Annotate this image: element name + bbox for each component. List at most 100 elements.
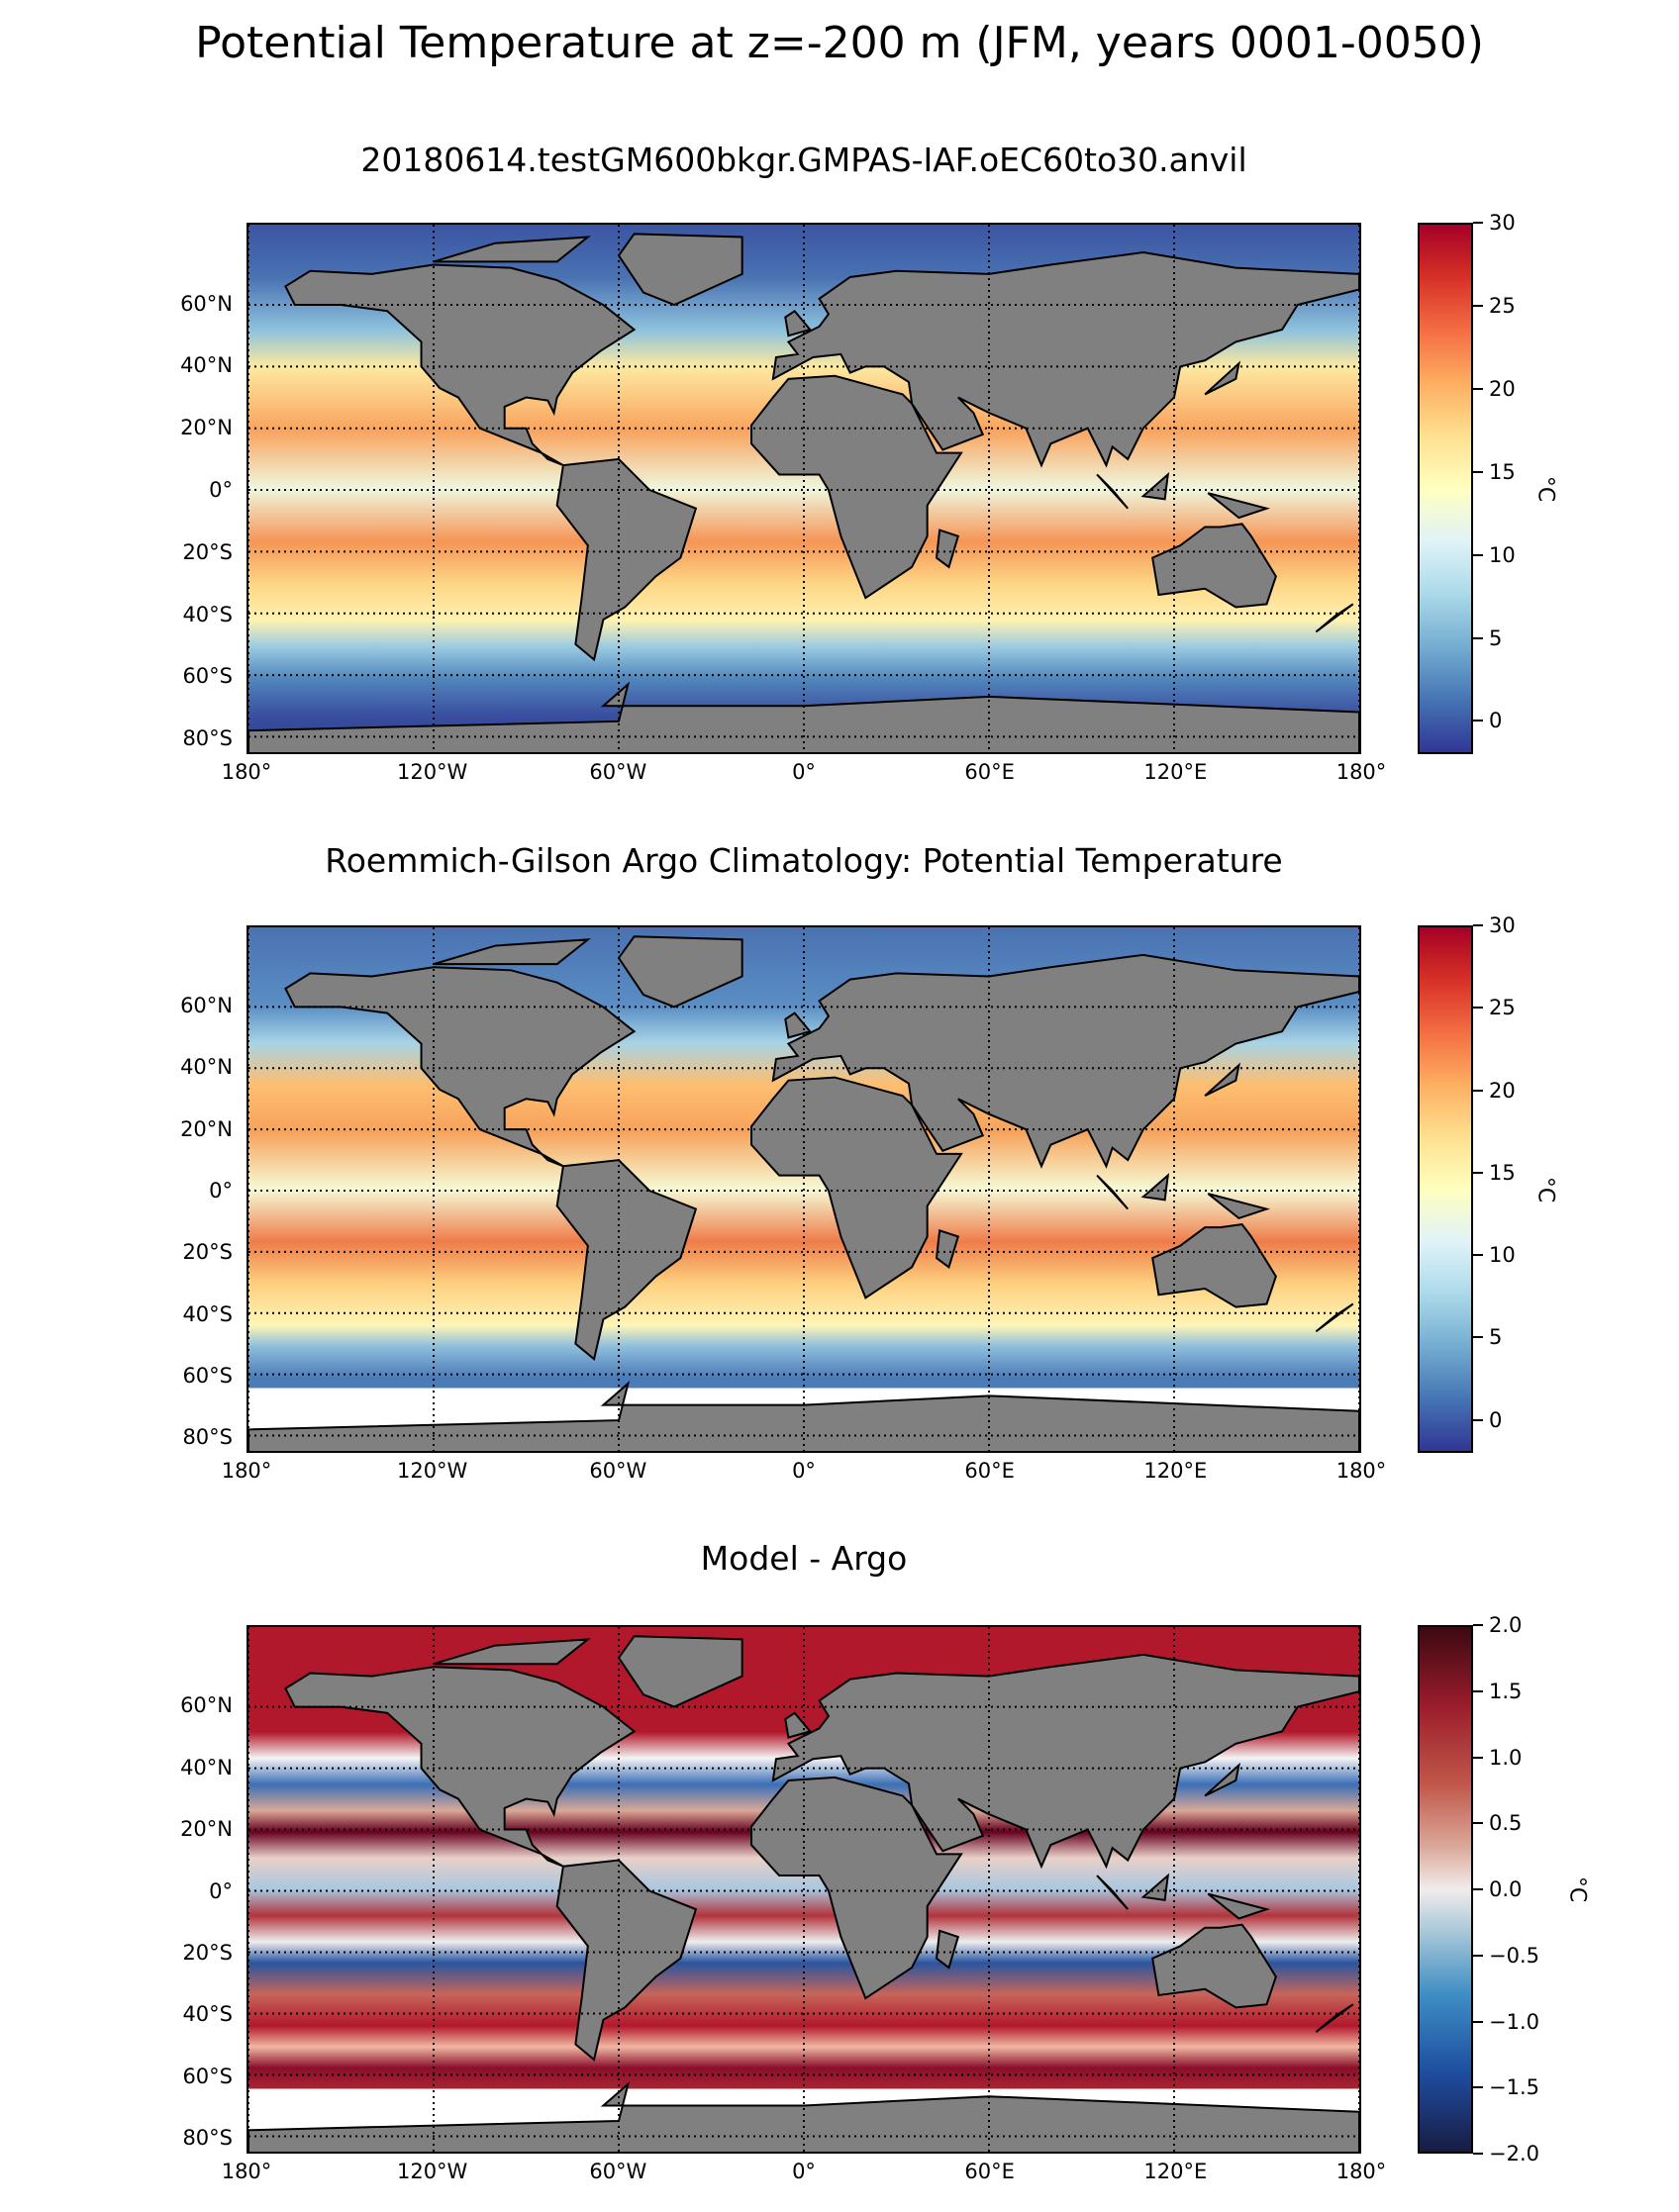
map-canvas — [248, 1627, 1359, 2152]
lon-tick-label: 60°E — [964, 760, 1015, 784]
lat-tick-label: 40°N — [180, 1055, 233, 1080]
lat-tick-label: 80°S — [182, 1425, 233, 1450]
colorbar-tick-label: 20 — [1489, 376, 1516, 401]
colorbar-tick — [1473, 924, 1483, 926]
map-canvas — [248, 225, 1359, 752]
colorbar — [1418, 1625, 1473, 2154]
lon-tick-label: 180° — [1335, 760, 1387, 784]
panel-title: 20180614.testGM600bkgr.GMPAS-IAF.oEC60to… — [360, 141, 1247, 179]
lat-tick-label: 0° — [209, 478, 233, 503]
lat-tick-label: 0° — [209, 1878, 233, 1903]
lat-tick-label: 60°N — [180, 291, 233, 316]
colorbar-tick — [1473, 1756, 1483, 1759]
lat-tick-label: 20°S — [182, 1941, 233, 1966]
colorbar-tick-label: 1.5 — [1489, 1679, 1523, 1703]
colorbar-tick — [1473, 1336, 1483, 1339]
lat-tick-label: 40°N — [180, 1755, 233, 1779]
lon-tick-label: 180° — [221, 760, 272, 784]
colorbar-tick — [1473, 387, 1483, 390]
lat-tick-label: 40°S — [182, 1301, 233, 1326]
land-mask — [248, 1636, 1359, 2152]
lon-tick-label: 180° — [1335, 1459, 1387, 1483]
colorbar — [1418, 223, 1473, 754]
map-panel — [247, 925, 1361, 1453]
lat-tick-label: 40°S — [182, 2002, 233, 2027]
colorbar-tick-label: 30 — [1489, 211, 1516, 235]
map-panel — [247, 1625, 1361, 2154]
lon-tick-label: 120°E — [1143, 760, 1208, 784]
colorbar-tick — [1473, 1822, 1483, 1825]
lon-tick-label: 60°W — [589, 760, 647, 784]
colorbar-tick-label: 10 — [1489, 1243, 1516, 1268]
lat-tick-label: 20°N — [180, 1817, 233, 1842]
lon-tick-label: 0° — [792, 1459, 816, 1483]
colorbar-tick-label: 20 — [1489, 1078, 1516, 1103]
colorbar-tick — [1473, 1689, 1483, 1692]
lon-tick-label: 120°W — [396, 2160, 468, 2183]
lat-tick-label: 60°S — [182, 1364, 233, 1389]
lat-tick-label: 40°N — [180, 353, 233, 378]
colorbar-tick-label: 1.0 — [1489, 1745, 1523, 1770]
colorbar-tick-label: 30 — [1489, 914, 1516, 937]
lon-tick-label: 180° — [1335, 2160, 1387, 2183]
colorbar-tick — [1473, 222, 1483, 224]
colorbar-tick-label: 5 — [1489, 1325, 1503, 1350]
colorbar — [1418, 925, 1473, 1453]
colorbar-tick-label: 15 — [1489, 1160, 1516, 1185]
colorbar-unit-label: °C — [1564, 1875, 1590, 1903]
colorbar-tick — [1473, 1888, 1483, 1890]
colorbar-tick — [1473, 1624, 1483, 1626]
colorbar-tick-label: 25 — [1489, 996, 1516, 1020]
figure-title: Potential Temperature at z=-200 m (JFM, … — [195, 18, 1484, 68]
colorbar-gradient — [1420, 1627, 1471, 2152]
colorbar-tick-label: 25 — [1489, 293, 1516, 318]
lon-tick-label: 60°W — [589, 2160, 647, 2183]
panel-title: Roemmich-Gilson Argo Climatology: Potent… — [325, 841, 1283, 880]
colorbar-tick-label: 15 — [1489, 459, 1516, 484]
colorbar-tick — [1473, 2020, 1483, 2023]
lon-tick-label: 120°W — [396, 1459, 468, 1483]
lon-tick-label: 0° — [792, 760, 816, 784]
lat-tick-label: 20°N — [180, 1116, 233, 1141]
map-canvas — [248, 927, 1359, 1451]
lat-tick-label: 60°N — [180, 994, 233, 1018]
colorbar-tick-label: 10 — [1489, 542, 1516, 567]
colorbar-tick-label: 0 — [1489, 1407, 1503, 1432]
colorbar-tick — [1473, 1007, 1483, 1010]
colorbar-tick-label: 0.0 — [1489, 1877, 1523, 1901]
colorbar-tick — [1473, 470, 1483, 473]
lat-tick-label: 60°S — [182, 2064, 233, 2088]
lon-tick-label: 120°W — [396, 760, 468, 784]
colorbar-tick — [1473, 1254, 1483, 1257]
lat-tick-label: 20°S — [182, 1240, 233, 1265]
colorbar-tick-label: 0.5 — [1489, 1811, 1523, 1836]
colorbar-tick-label: −0.5 — [1489, 1943, 1539, 1968]
colorbar-tick — [1473, 1954, 1483, 1957]
lat-tick-label: 40°S — [182, 602, 233, 626]
lon-tick-label: 60°E — [964, 1459, 1015, 1483]
colorbar-tick — [1473, 720, 1483, 722]
colorbar-tick-label: 5 — [1489, 625, 1503, 650]
colorbar-gradient — [1420, 927, 1471, 1451]
colorbar-gradient — [1420, 225, 1471, 752]
colorbar-tick-label: −2.0 — [1489, 2142, 1539, 2165]
lat-tick-label: 80°S — [182, 2126, 233, 2151]
lat-tick-label: 80°S — [182, 726, 233, 751]
colorbar-tick — [1473, 304, 1483, 307]
colorbar-tick-label: 0 — [1489, 709, 1503, 733]
colorbar-tick — [1473, 636, 1483, 639]
lon-tick-label: 120°E — [1143, 2160, 1208, 2183]
colorbar-tick-label: −1.5 — [1489, 2075, 1539, 2100]
lat-tick-label: 60°S — [182, 664, 233, 689]
lon-tick-label: 180° — [221, 2160, 272, 2183]
panel-title: Model - Argo — [700, 1539, 908, 1578]
lon-tick-label: 0° — [792, 2160, 816, 2183]
lon-tick-label: 60°E — [964, 2160, 1015, 2183]
lon-tick-label: 60°W — [589, 1459, 647, 1483]
lat-tick-label: 0° — [209, 1179, 233, 1203]
colorbar-tick-label: 2.0 — [1489, 1613, 1523, 1637]
colorbar-tick — [1473, 2086, 1483, 2089]
colorbar-tick — [1473, 1171, 1483, 1174]
map-panel — [247, 223, 1361, 754]
